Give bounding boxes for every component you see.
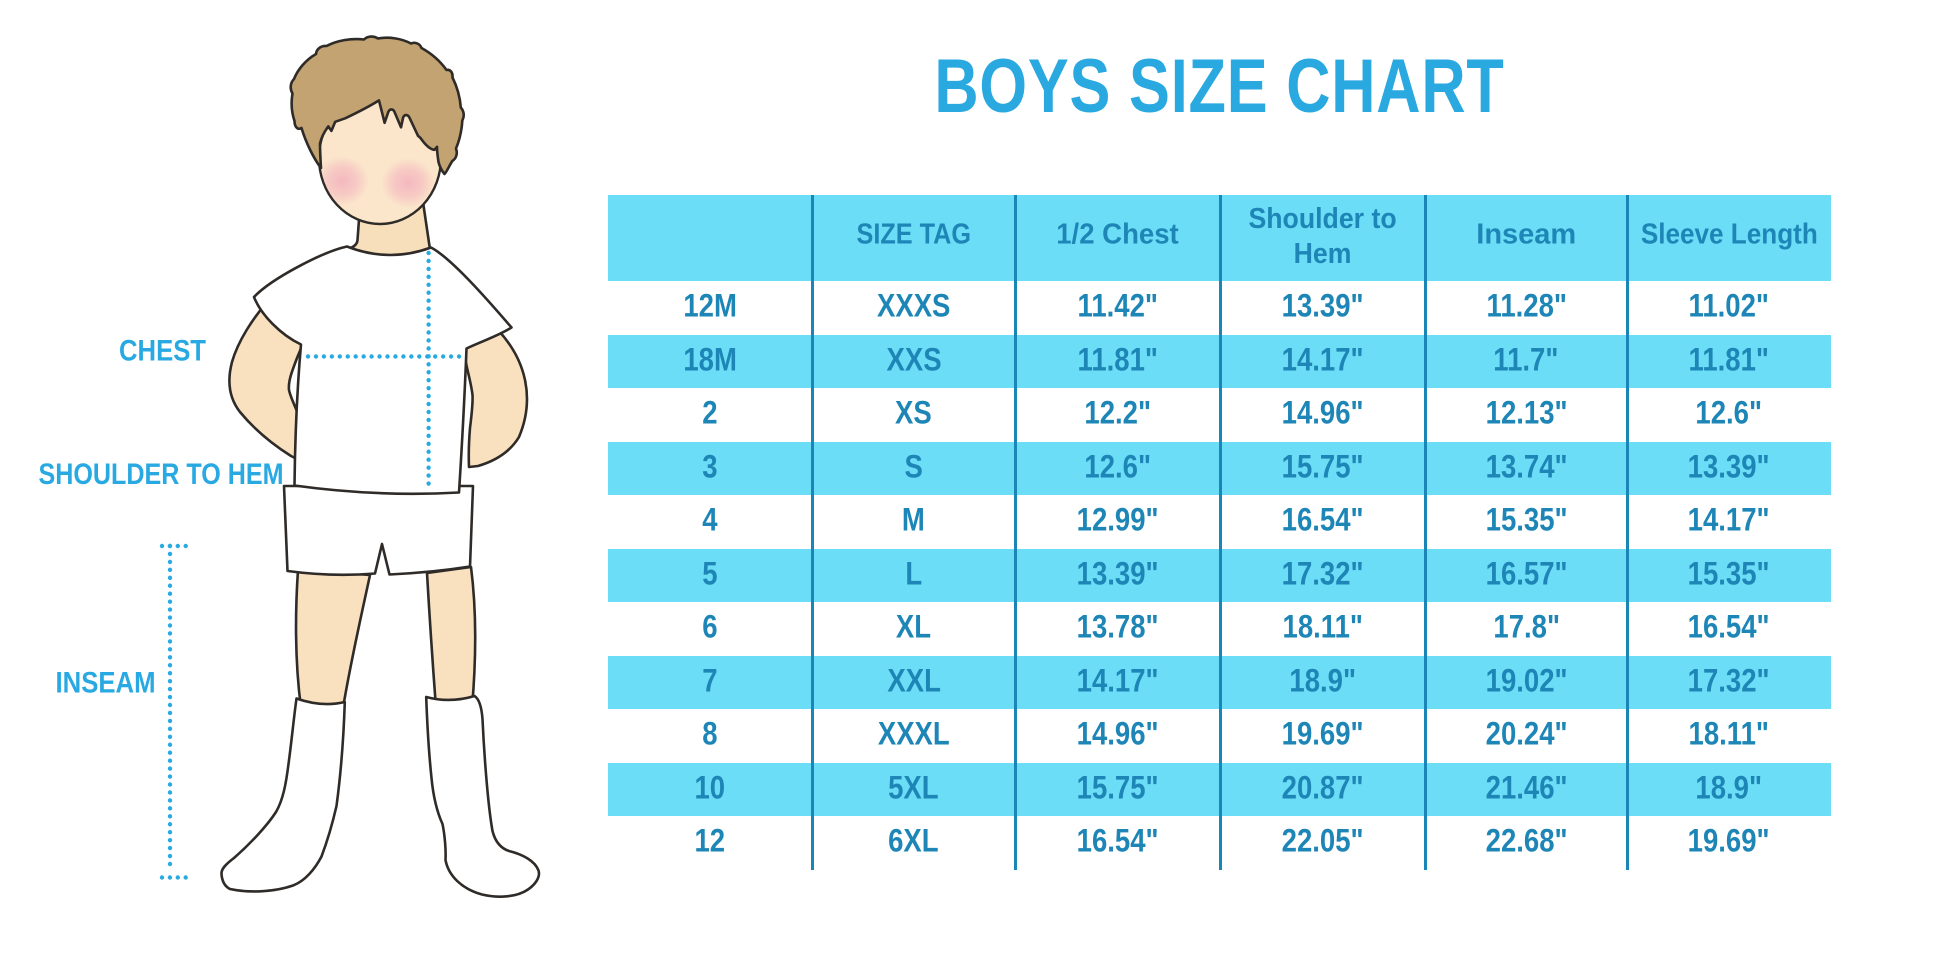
svg-text:SHOULDER TO HEM: SHOULDER TO HEM	[39, 458, 284, 491]
svg-text:INSEAM: INSEAM	[56, 667, 156, 700]
svg-text:CHEST: CHEST	[119, 335, 206, 368]
